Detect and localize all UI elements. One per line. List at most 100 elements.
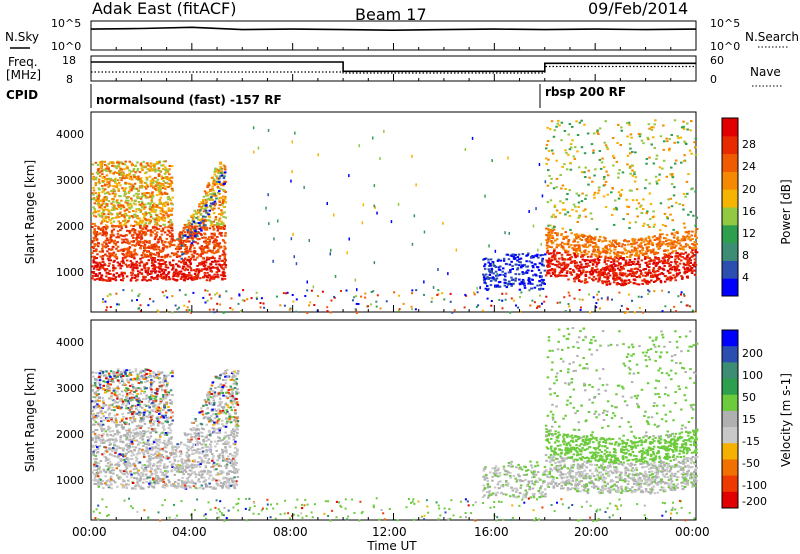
power-echo	[214, 218, 218, 221]
power-echo-evening	[663, 237, 666, 240]
power-echo	[132, 194, 136, 197]
power-echo	[200, 207, 204, 210]
power-echo	[103, 197, 106, 200]
power-echo	[223, 211, 226, 214]
power-echo-evening	[580, 233, 584, 236]
power-echo	[150, 252, 153, 255]
power-echo-upper	[612, 157, 616, 159]
power-echo	[149, 202, 152, 205]
power-echo-evening	[568, 253, 572, 256]
power-echo-blue	[484, 287, 488, 290]
velocity-echo	[206, 461, 209, 464]
power-echo	[219, 165, 222, 168]
power-echo	[121, 257, 125, 260]
power-echo	[169, 214, 172, 216]
power-echo	[113, 171, 117, 174]
power-echo	[122, 213, 125, 216]
power-echo-evening	[590, 253, 594, 256]
power-echo-upper	[545, 147, 548, 150]
power-echo-evening	[563, 268, 566, 271]
power-echo-sparse	[216, 302, 219, 305]
power-echo	[159, 212, 162, 215]
power-echo	[100, 212, 104, 215]
power-echo-sparse	[532, 224, 535, 228]
power-echo	[95, 238, 99, 241]
power-echo-sparse	[345, 289, 348, 292]
power-echo-blue	[513, 257, 516, 260]
power-echo	[145, 176, 148, 179]
power-echo-edge	[195, 216, 198, 219]
power-echo-sparse	[568, 305, 571, 308]
power-echo-upper	[559, 200, 562, 203]
power-echo-evening	[631, 243, 635, 246]
velocity-echo	[212, 455, 215, 458]
power-echo-evening	[688, 257, 691, 260]
velocity-echo	[204, 486, 208, 489]
power-echo	[106, 245, 110, 248]
power-echo	[145, 279, 149, 282]
power-echo-upper	[577, 166, 581, 169]
power-echo-sparse	[362, 203, 365, 207]
velocity-echo	[147, 399, 151, 402]
power-echo-sparse	[238, 294, 241, 297]
power-echo	[158, 193, 161, 196]
power-echo-blue	[514, 273, 517, 276]
power-echo	[186, 237, 189, 240]
power-echo	[153, 238, 157, 241]
power-echo-sparse	[476, 286, 478, 290]
power-echo	[157, 251, 160, 254]
power-echo-blue	[523, 286, 527, 289]
velocity-echo	[146, 379, 149, 382]
power-echo-upper	[653, 223, 656, 226]
power-echo-blue	[530, 287, 534, 290]
power-echo-evening	[568, 257, 572, 259]
power-echo	[114, 177, 117, 180]
power-echo-blue	[499, 265, 502, 268]
power-echo-blue	[483, 281, 486, 284]
power-echo-evening	[630, 260, 634, 263]
power-echo-evening	[580, 271, 583, 274]
power-echo	[109, 171, 112, 174]
power-echo-upper	[652, 210, 655, 213]
power-echo-blue	[539, 287, 543, 290]
power-echo-evening	[630, 253, 634, 256]
power-echo	[106, 226, 109, 229]
power-echo	[121, 234, 124, 237]
power-echo	[109, 273, 112, 275]
power-echo-evening	[658, 239, 662, 242]
power-echo	[166, 253, 170, 256]
power-echo-evening	[660, 260, 663, 263]
power-echo	[108, 241, 111, 244]
power-echo	[215, 225, 219, 228]
power-echo-upper	[679, 136, 683, 139]
velocity-echo	[140, 400, 143, 403]
power-echo-evening	[574, 256, 577, 259]
power-echo-evening	[643, 278, 646, 281]
power-echo	[115, 272, 119, 275]
power-echo-sparse	[543, 300, 546, 303]
power-echo-upper	[655, 157, 658, 160]
power-echo-sparse	[475, 305, 478, 308]
power-echo	[101, 227, 104, 230]
power-echo	[124, 187, 128, 190]
power-echo	[158, 265, 161, 268]
power-echo	[133, 250, 136, 253]
power-echo	[214, 275, 217, 278]
power-echo	[137, 177, 141, 180]
power-echo-blue	[521, 271, 524, 274]
power-echo-evening	[593, 259, 596, 262]
power-echo-upper	[675, 201, 678, 204]
power-echo-evening	[627, 240, 631, 243]
power-echo	[173, 274, 176, 277]
power-echo-evening	[546, 251, 549, 254]
power-echo-sparse	[295, 262, 298, 266]
power-echo	[94, 237, 97, 240]
power-echo-evening	[610, 264, 614, 267]
power-echo	[208, 250, 212, 252]
power-echo	[117, 181, 121, 184]
power-echo-evening	[554, 263, 557, 266]
power-echo	[104, 230, 108, 233]
power-echo	[128, 172, 131, 175]
power-echo-evening	[584, 244, 587, 247]
power-echo	[178, 255, 181, 258]
